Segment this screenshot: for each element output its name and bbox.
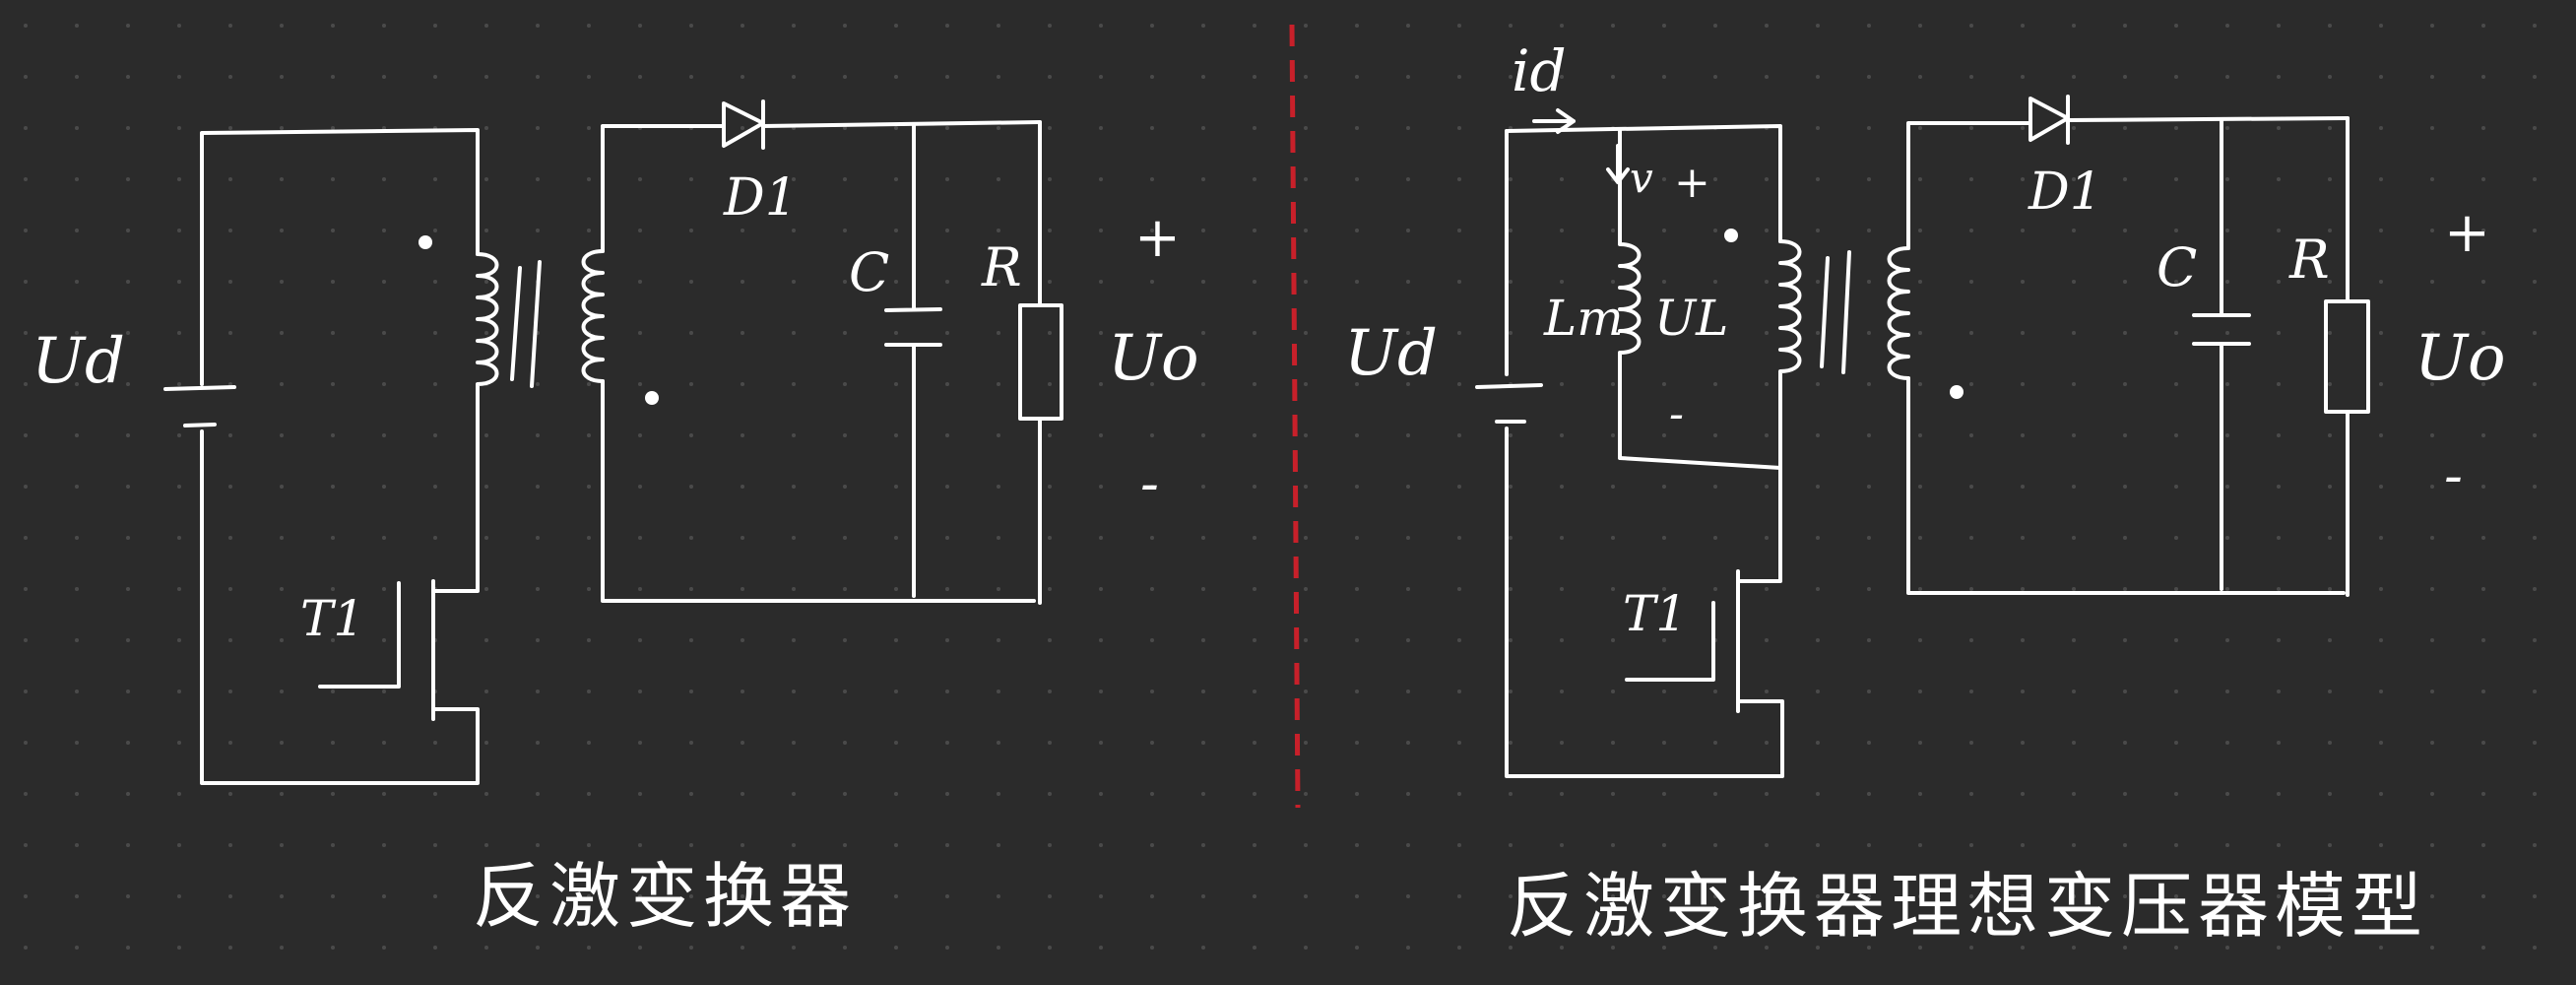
source-label: Ud (32, 325, 125, 398)
model-output-minus: - (2444, 444, 2463, 508)
output-plus: + (1134, 206, 1181, 270)
model-switch-t1 (1625, 569, 1740, 713)
leakage-minus: - (1669, 389, 1684, 439)
voltage-label: v (1630, 154, 1653, 202)
current-label: id (1512, 37, 1567, 104)
divider-line (1289, 24, 1301, 809)
current-arrow (1532, 108, 1576, 134)
resistor-label: R (981, 236, 1022, 298)
primary-wire-top (200, 128, 480, 256)
model-resistor-label: R (2288, 229, 2330, 291)
switch-label: T1 (300, 590, 364, 647)
model-wire-top (1505, 124, 1782, 243)
output-minus: - (1140, 452, 1159, 516)
model-primary-winding (1736, 239, 1802, 583)
model-secondary-winding (1887, 246, 1910, 380)
switch-t1 (318, 579, 435, 721)
model-secondary-wire (1906, 121, 2346, 595)
model-resistor-r (2324, 116, 2370, 597)
output-label: Uo (1108, 322, 1198, 395)
model-labels: id v + Lm UL - Ud T1 D1 C R + Uo - 反激变换器… (1344, 37, 2505, 948)
voltage-plus: + (1674, 158, 1710, 208)
ideal-transformer-model-diagram (1475, 95, 2370, 778)
diode-d1 (722, 99, 1042, 150)
secondary-wire-left (601, 124, 1036, 603)
polarity-dot-primary (419, 235, 432, 249)
model-wire-left (1475, 129, 1784, 778)
primary-winding (431, 252, 499, 593)
model-diode-label: D1 (2028, 163, 2102, 222)
model-polarity-dot-primary (1724, 229, 1738, 242)
flyback-converter-diagram (163, 99, 1063, 785)
dc-source-symbol (163, 385, 236, 427)
model-diode-d1 (2029, 95, 2350, 145)
voltage-arrow (1606, 144, 1630, 184)
model-output-plus: + (2444, 201, 2490, 265)
polarity-dot-secondary (645, 391, 659, 405)
magnetizing-label: Lm (1543, 290, 1624, 347)
model-source-label: Ud (1344, 317, 1438, 390)
secondary-winding (581, 249, 605, 383)
leakage-label: UL (1654, 290, 1728, 347)
capacitor-label: C (849, 241, 889, 303)
primary-wire-left-bottom (200, 429, 480, 785)
transformer-core (510, 260, 542, 388)
model-switch-label: T1 (1623, 585, 1687, 642)
right-caption: 反激变换器理想变压器模型 (1507, 865, 2428, 948)
model-transformer-core (1820, 250, 1851, 374)
model-capacitor-c (2192, 117, 2251, 591)
model-capacitor-label: C (2157, 236, 2197, 298)
model-polarity-dot-secondary (1950, 385, 1964, 399)
capacitor-c (884, 122, 942, 598)
diode-label: D1 (723, 168, 798, 228)
model-output-label: Uo (2415, 322, 2505, 395)
magnetizing-inductor (1618, 127, 1782, 470)
left-caption: 反激变换器 (473, 855, 857, 938)
flyback-labels: Ud T1 D1 C R + Uo - 反激变换器 (32, 168, 1198, 938)
resistor-r (1018, 120, 1063, 605)
